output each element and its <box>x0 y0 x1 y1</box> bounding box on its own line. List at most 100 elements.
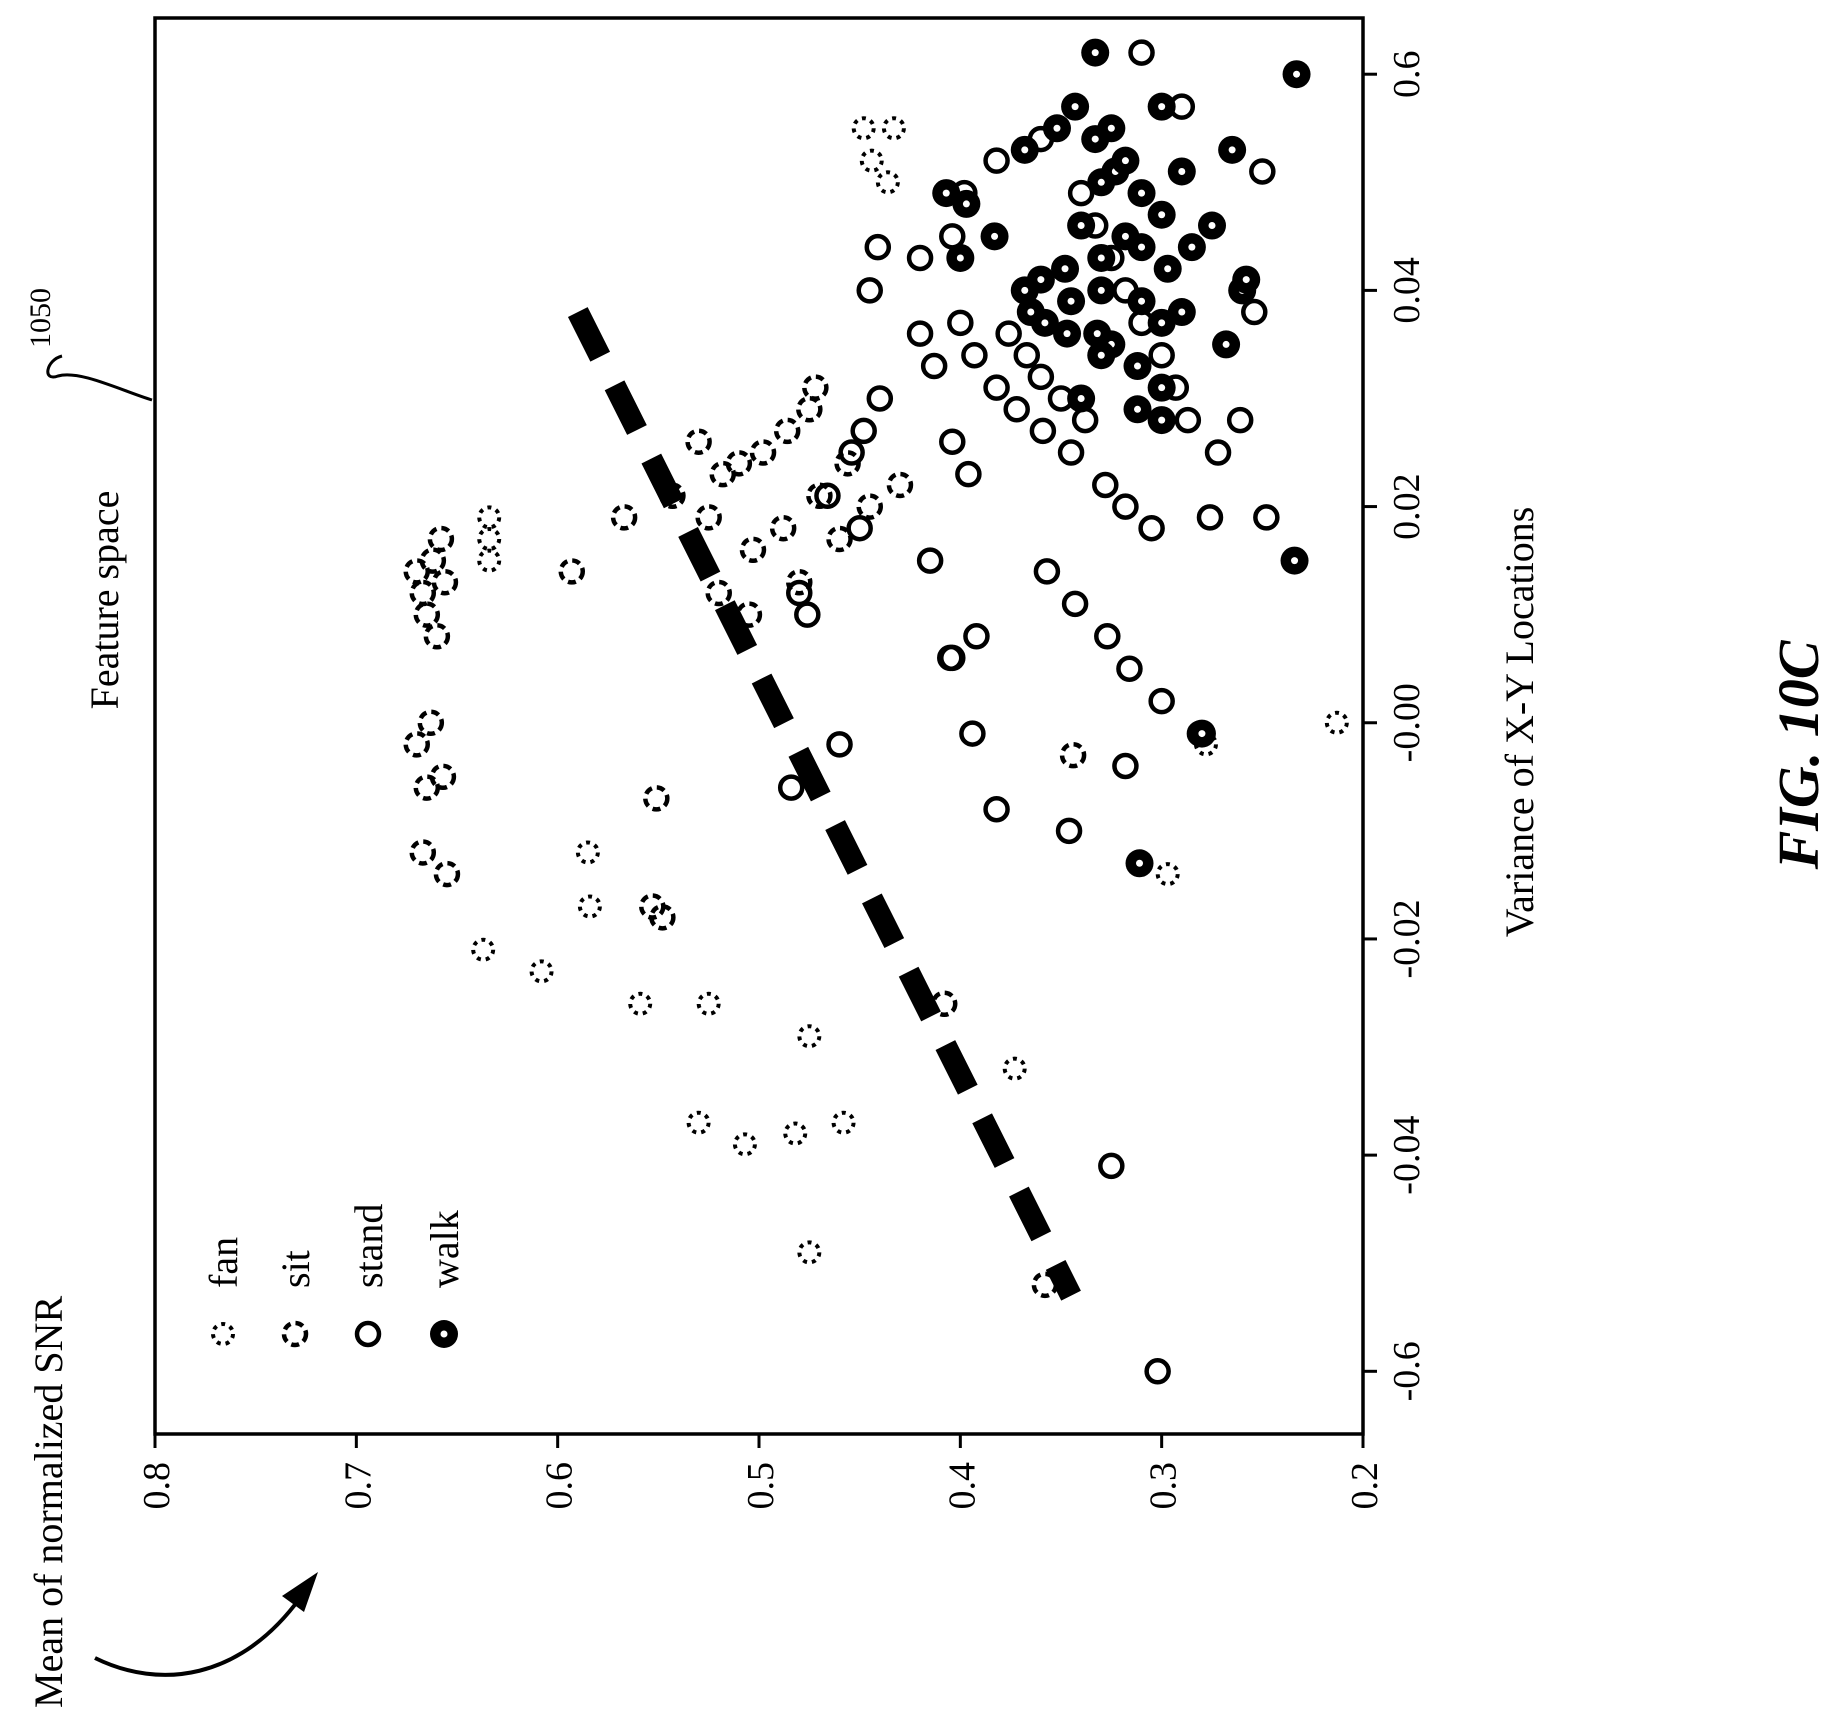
sit-point <box>419 547 447 574</box>
stand-point <box>906 244 934 272</box>
stand-point <box>1067 179 1095 207</box>
fan-point <box>732 1132 757 1157</box>
stand-point <box>1253 504 1280 531</box>
legend-marker-walk <box>430 1320 458 1348</box>
walk-point <box>1053 319 1082 348</box>
stand-point <box>1061 590 1089 618</box>
stand-point <box>1003 396 1030 423</box>
sit-point <box>930 990 958 1018</box>
legend-label-stand: stand <box>346 1204 391 1288</box>
snr-tick-label: 0.7 <box>337 1462 379 1510</box>
stand-point <box>1116 655 1143 682</box>
fan-point <box>881 116 906 141</box>
sit-point <box>649 904 676 931</box>
legend-marker-fan <box>211 1322 235 1346</box>
snr-tick-label: 0.3 <box>1143 1462 1185 1510</box>
walk-point <box>1081 38 1110 67</box>
walk-point <box>952 189 981 218</box>
stand-point <box>995 320 1022 347</box>
data-points <box>403 38 1349 1385</box>
sit-point <box>403 731 430 758</box>
stand-point <box>856 277 883 304</box>
fan-point <box>875 170 900 195</box>
stand-point <box>850 417 877 445</box>
walk-point <box>980 222 1009 251</box>
sit-point <box>639 893 666 920</box>
walk-point <box>1067 384 1096 413</box>
sit-point <box>643 785 670 812</box>
fan-point <box>851 116 876 141</box>
walk-point <box>1127 233 1156 262</box>
walk-point <box>1123 395 1152 424</box>
legend-label-sit: sit <box>273 1250 318 1288</box>
fan-point <box>797 1240 822 1265</box>
stand-point <box>838 439 865 466</box>
sit-point <box>433 860 461 888</box>
walk-point <box>1147 373 1176 402</box>
walk-point <box>1067 211 1096 240</box>
stand-point <box>963 623 990 650</box>
sit-point <box>806 482 833 510</box>
sit-point <box>735 601 763 628</box>
walk-point <box>1232 265 1261 294</box>
walk-point <box>1127 287 1156 316</box>
sit-point <box>796 396 823 423</box>
fan-point <box>1002 1056 1027 1081</box>
walk-point <box>1042 114 1071 143</box>
walk-point <box>1010 276 1039 305</box>
stand-point <box>1128 39 1155 66</box>
stand-point <box>1226 406 1254 434</box>
variance-axis-ticks: -0.6 -0.04 -0.02 -0.00 0.02 0.04 0.6 <box>1363 50 1428 1401</box>
fan-point <box>831 1110 856 1135</box>
stand-point <box>1094 623 1121 650</box>
fan-point <box>477 548 502 573</box>
fan-point <box>1155 862 1180 887</box>
fan-point <box>1324 710 1349 735</box>
walk-point <box>946 243 975 272</box>
sit-point <box>413 601 441 628</box>
walk-point <box>1051 254 1080 283</box>
fan-point <box>477 527 502 552</box>
stand-point <box>814 482 841 510</box>
variance-axis-label: Variance of X-Y Locations <box>1497 507 1542 938</box>
legend-marker-sit <box>281 1320 309 1348</box>
sit-point <box>558 558 586 585</box>
walk-point <box>1030 308 1059 337</box>
stand-point <box>1148 687 1175 715</box>
stand-point <box>920 352 948 380</box>
walk-point <box>1057 287 1086 316</box>
stand-point <box>1196 504 1224 531</box>
sit-point <box>431 568 459 596</box>
sit-point <box>773 417 801 445</box>
walk-point <box>1147 308 1176 337</box>
sit-point <box>1059 741 1087 769</box>
sit-point <box>856 493 883 520</box>
walk-point <box>1010 135 1039 164</box>
variance-tick-label: 0.6 <box>1386 50 1428 98</box>
walk-point <box>1147 200 1176 229</box>
walk-point <box>1147 406 1176 435</box>
legend-marker-stand <box>354 1320 382 1348</box>
fan-point <box>477 505 502 530</box>
variance-tick-label: -0.6 <box>1386 1341 1428 1401</box>
stand-point <box>1204 439 1232 466</box>
sit-point <box>429 763 457 791</box>
stand-point <box>937 644 964 672</box>
snr-tick-label: 0.8 <box>136 1462 178 1510</box>
fan-point <box>797 1024 822 1049</box>
sit-point <box>769 514 797 542</box>
variance-tick-label: 0.04 <box>1386 257 1428 324</box>
stand-point <box>961 341 988 369</box>
stand-point <box>1144 1358 1171 1385</box>
variance-tick-label: -0.04 <box>1386 1116 1428 1195</box>
sit-point <box>685 428 712 455</box>
snr-axis-label: Mean of normalized SNR <box>26 1296 71 1708</box>
stand-point <box>1029 417 1057 445</box>
stand-point <box>1098 1152 1125 1180</box>
stand-point <box>826 731 853 758</box>
walk-point <box>1061 92 1090 121</box>
walk-point <box>1123 352 1152 381</box>
stand-point <box>1057 439 1085 466</box>
walk-point <box>1177 233 1206 262</box>
